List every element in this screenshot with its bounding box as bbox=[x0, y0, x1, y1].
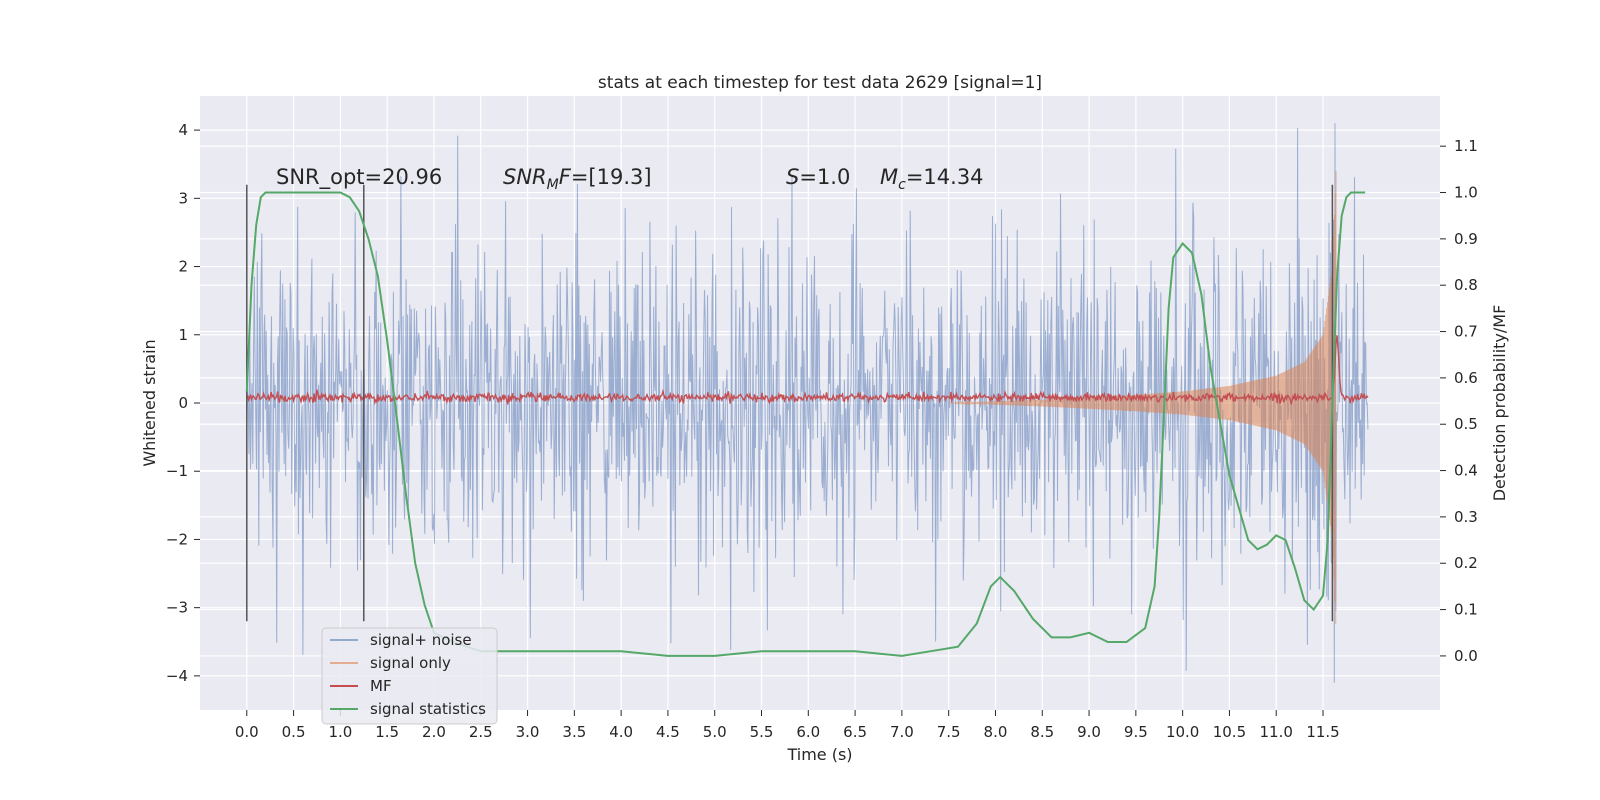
y-tick-label-6: −2 bbox=[166, 530, 188, 548]
annotation-snr-opt: SNR_opt=20.96 bbox=[276, 165, 442, 190]
x-tick-label-3: 1.5 bbox=[375, 723, 399, 741]
x-tick-label-13: 6.5 bbox=[843, 723, 867, 741]
x-tick-label-23: 11.5 bbox=[1306, 723, 1339, 741]
y2-tick-label-9: 0.2 bbox=[1454, 554, 1478, 572]
legend: signal+ noise signal only MF signal stat… bbox=[321, 627, 498, 725]
y2-tick-label-10: 0.1 bbox=[1454, 601, 1478, 619]
legend-box bbox=[321, 627, 498, 725]
x-tick-label-1: 0.5 bbox=[282, 723, 306, 741]
y-tick-label-1: 3 bbox=[178, 189, 188, 207]
legend-label-mf: MF bbox=[370, 677, 392, 695]
x-tick-label-20: 10.0 bbox=[1166, 723, 1199, 741]
y2-tick-label-1: 1.0 bbox=[1454, 184, 1478, 202]
y-axis-ticks: 4 3 2 1 0 −1 −2 −3 −4 bbox=[166, 121, 200, 685]
series-mf bbox=[246, 335, 1369, 406]
x-axis-label: Time (s) bbox=[786, 745, 852, 764]
x-tick-label-4: 2.0 bbox=[422, 723, 446, 741]
y-tick-label-5: −1 bbox=[166, 462, 188, 480]
x-axis-ticks: 0.0 0.5 1.0 1.5 2.0 2.5 3.0 3.5 4.0 4.5 5.0 5.5 6.0 6… bbox=[235, 710, 1340, 741]
legend-label-signal-only: signal only bbox=[370, 654, 451, 672]
x-tick-label-10: 5.0 bbox=[703, 723, 727, 741]
x-tick-label-7: 3.5 bbox=[562, 723, 586, 741]
x-tick-label-15: 7.5 bbox=[937, 723, 961, 741]
y2-tick-label-3: 0.8 bbox=[1454, 276, 1478, 294]
x-tick-label-21: 10.5 bbox=[1213, 723, 1246, 741]
y-tick-label-0: 4 bbox=[178, 121, 188, 139]
annotation-s: S=1.0 bbox=[786, 165, 850, 189]
x-tick-label-22: 11.0 bbox=[1260, 723, 1293, 741]
chart-title: stats at each timestep for test data 262… bbox=[598, 73, 1042, 93]
x-tick-label-0: 0.0 bbox=[235, 723, 259, 741]
x-tick-label-19: 9.5 bbox=[1124, 723, 1148, 741]
y2-axis-label: Detection probability/MF bbox=[1490, 305, 1509, 502]
x-tick-label-12: 6.0 bbox=[796, 723, 820, 741]
y2-tick-label-11: 0.0 bbox=[1454, 647, 1478, 665]
y-tick-label-8: −4 bbox=[166, 667, 188, 685]
y-axis-label: Whitened strain bbox=[140, 339, 159, 466]
y2-tick-label-7: 0.4 bbox=[1454, 462, 1478, 480]
annotation-mc: Mc=14.34 bbox=[880, 165, 984, 193]
x-tick-label-2: 1.0 bbox=[328, 723, 352, 741]
y2-axis-ticks: 1.1 1.0 0.9 0.8 0.7 0.6 0.5 0.4 0.3 0.2 0.1 0.0 bbox=[1440, 137, 1478, 665]
legend-label-signal-statistics: signal statistics bbox=[370, 700, 486, 718]
signal-only-line bbox=[948, 170, 1337, 625]
x-tick-label-5: 2.5 bbox=[469, 723, 493, 741]
x-tick-label-8: 4.0 bbox=[609, 723, 633, 741]
y2-tick-label-4: 0.7 bbox=[1454, 323, 1478, 341]
legend-label-signal-noise: signal+ noise bbox=[370, 631, 472, 649]
series-signal-only bbox=[948, 170, 1337, 625]
x-tick-label-6: 3.0 bbox=[516, 723, 540, 741]
x-tick-label-11: 5.5 bbox=[750, 723, 774, 741]
y-tick-label-2: 2 bbox=[178, 258, 188, 276]
x-tick-label-16: 8.0 bbox=[984, 723, 1008, 741]
y-tick-label-4: 0 bbox=[178, 394, 188, 412]
mf-line bbox=[246, 335, 1369, 406]
y2-tick-label-0: 1.1 bbox=[1454, 137, 1478, 155]
x-tick-label-18: 9.0 bbox=[1077, 723, 1101, 741]
x-tick-label-14: 7.0 bbox=[890, 723, 914, 741]
y2-tick-label-2: 0.9 bbox=[1454, 230, 1478, 248]
series-signal-statistics bbox=[245, 191, 1366, 657]
x-tick-label-17: 8.5 bbox=[1030, 723, 1054, 741]
signal-statistics-line bbox=[245, 191, 1366, 657]
y2-tick-label-6: 0.5 bbox=[1454, 415, 1478, 433]
y2-tick-label-8: 0.3 bbox=[1454, 508, 1478, 526]
annotation-snr-mf: SNRMF=[19.3] bbox=[503, 165, 652, 193]
y-tick-label-7: −3 bbox=[166, 599, 188, 617]
y-tick-label-3: 1 bbox=[178, 326, 188, 344]
y2-tick-label-5: 0.6 bbox=[1454, 369, 1478, 387]
x-tick-label-9: 4.5 bbox=[656, 723, 680, 741]
